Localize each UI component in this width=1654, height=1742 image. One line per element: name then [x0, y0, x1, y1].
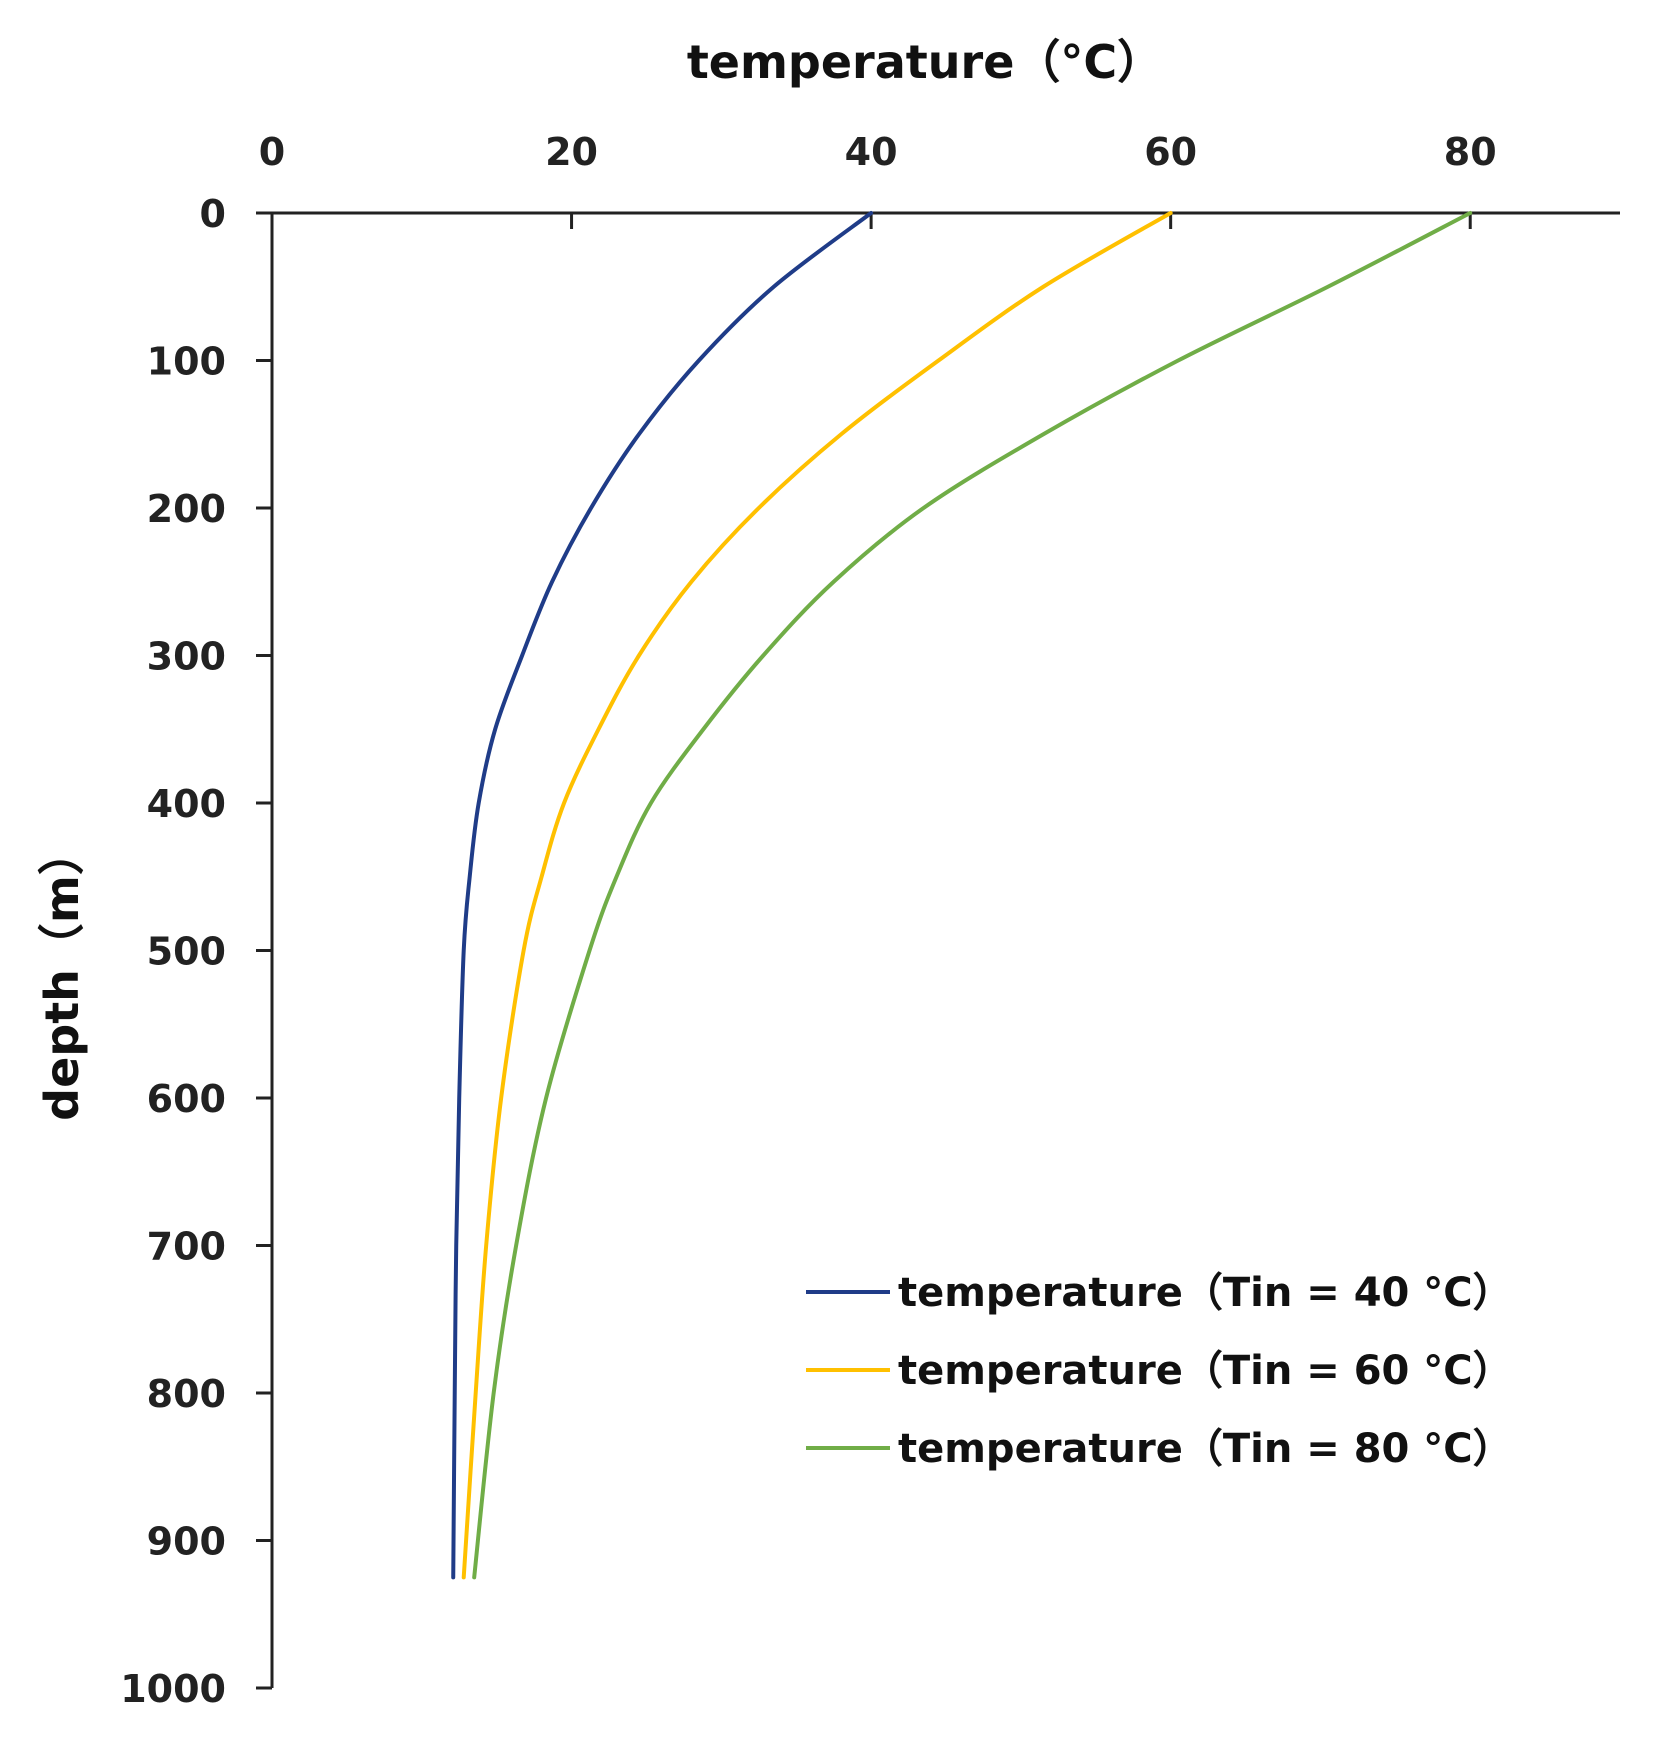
y-tick-label: 700: [147, 1225, 226, 1269]
series-line-1: [451, 211, 874, 1580]
y-tick-label: 900: [147, 1520, 226, 1564]
series-line-3: [472, 211, 1473, 1580]
y-tick-label: 800: [147, 1372, 226, 1416]
series-line-2: [461, 211, 1173, 1580]
y-tick-label: 0: [200, 192, 226, 236]
y-axis-ticks: 0 100 200 300 400 500 600 700 800 900 1000: [120, 192, 272, 1711]
series-lines: [451, 211, 1473, 1580]
y-tick-label: 500: [147, 930, 226, 974]
x-tick-label: 80: [1444, 130, 1497, 174]
y-tick-label: 1000: [120, 1667, 226, 1711]
legend-label-1: temperature（Tin = 40 °C）: [898, 1270, 1513, 1316]
legend: temperature（Tin = 40 °C） temperature（Tin …: [806, 1270, 1513, 1472]
x-tick-label: 40: [845, 130, 898, 174]
y-axis-title: depth（m）: [35, 829, 89, 1121]
y-tick-label: 400: [147, 782, 226, 826]
x-tick-label: 0: [259, 130, 285, 174]
x-axis-ticks: 0 20 40 60 80: [259, 130, 1497, 229]
x-axis-title: temperature（°C）: [687, 35, 1163, 89]
y-tick-label: 100: [147, 340, 226, 384]
legend-label-2: temperature（Tin = 60 °C）: [898, 1348, 1513, 1394]
legend-label-3: temperature（Tin = 80 °C）: [898, 1426, 1513, 1472]
x-tick-label: 60: [1144, 130, 1197, 174]
y-tick-label: 300: [147, 635, 226, 679]
y-tick-label: 600: [147, 1077, 226, 1121]
x-tick-label: 20: [545, 130, 598, 174]
y-tick-label: 200: [147, 487, 226, 531]
